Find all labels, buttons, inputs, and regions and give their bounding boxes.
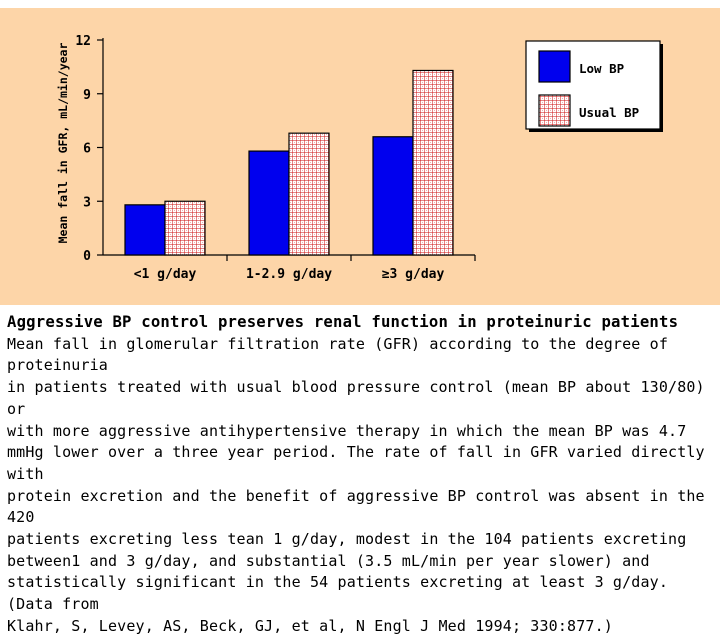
- bar-low-bp: [124, 204, 166, 256]
- bar-usual-bp: [288, 132, 330, 256]
- legend-label: Low BP: [579, 61, 624, 76]
- axes: 0 3 6 9 12 Mean fall in GFR, mL/min/year <1 g/…: [56, 34, 476, 282]
- y-tick-label: 0: [83, 249, 91, 264]
- caption-body: Mean fall in glomerular filtration rate …: [7, 334, 705, 635]
- figure-caption: Aggressive BP control preserves renal fu…: [7, 312, 715, 638]
- y-tick-label: 12: [75, 34, 91, 49]
- chart-panel: 0 3 6 9 12 Mean fall in GFR, mL/min/year <1 g/…: [0, 8, 720, 305]
- bar-low-bp: [248, 150, 290, 256]
- y-axis-title: Mean fall in GFR, mL/min/year: [56, 43, 70, 244]
- x-tick-label: 1-2.9 g/day: [246, 267, 332, 282]
- legend-swatch: [538, 50, 571, 83]
- bar-usual-bp: [164, 200, 206, 256]
- legend-label: Usual BP: [579, 105, 639, 120]
- bar-low-bp: [372, 136, 414, 256]
- legend-swatch: [538, 94, 571, 127]
- bars: [124, 69, 454, 256]
- bar-usual-bp: [412, 69, 454, 256]
- x-tick-label: <1 g/day: [134, 267, 197, 282]
- bar-chart: 0 3 6 9 12 Mean fall in GFR, mL/min/year <1 g/…: [56, 34, 663, 282]
- y-tick-label: 9: [83, 88, 91, 103]
- y-tick-label: 3: [83, 195, 91, 210]
- caption-title: Aggressive BP control preserves renal fu…: [7, 313, 679, 331]
- legend: Low BP Usual BP: [525, 40, 663, 132]
- y-tick-label: 6: [83, 142, 91, 157]
- x-tick-label: ≥3 g/day: [382, 267, 445, 282]
